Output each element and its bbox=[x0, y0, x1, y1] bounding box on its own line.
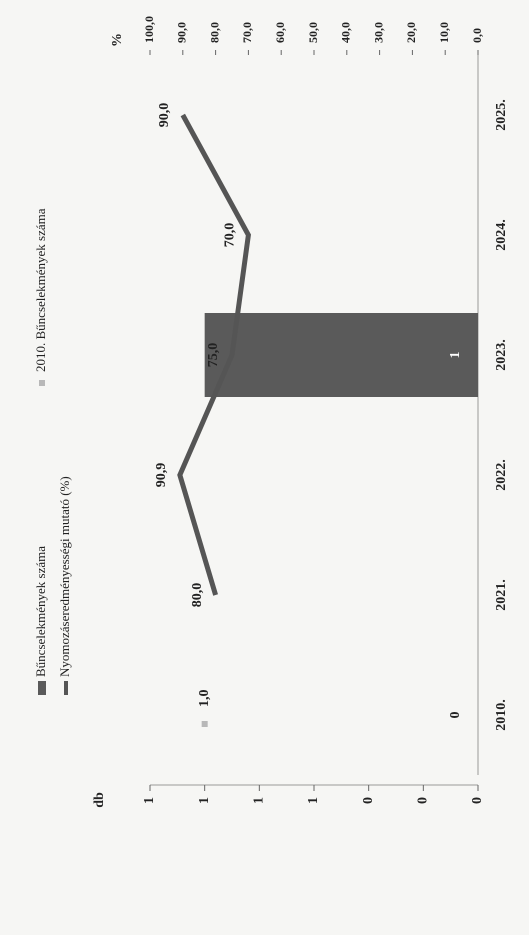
y-tick-label: 1 bbox=[142, 797, 157, 804]
bar-label: 1 bbox=[448, 352, 463, 359]
x-tick-label: 2025. bbox=[494, 99, 509, 131]
y-tick-label: 0 bbox=[416, 797, 431, 804]
y-axis-title: db bbox=[92, 792, 107, 808]
line-label: 70,0 bbox=[223, 223, 238, 248]
point-label: 1,0 bbox=[197, 690, 212, 708]
y2-tick-label: 50,0 bbox=[306, 22, 320, 43]
y-tick-label: 0 bbox=[470, 797, 485, 804]
rotated-chart: db%00011110,010,020,030,040,050,060,070,… bbox=[33, 16, 509, 808]
line-label: 90,9 bbox=[154, 463, 169, 488]
y2-tick-label: 10,0 bbox=[437, 22, 451, 43]
y2-tick-label: 90,0 bbox=[175, 22, 189, 43]
point bbox=[201, 721, 208, 727]
y-tick-label: 1 bbox=[252, 797, 267, 804]
x-tick-label: 2021. bbox=[494, 579, 509, 611]
legend-swatch bbox=[38, 681, 46, 695]
y2-tick-label: 100,0 bbox=[142, 16, 156, 43]
y2-tick-label: 70,0 bbox=[240, 22, 254, 43]
line bbox=[177, 113, 251, 596]
y-tick-label: 0 bbox=[361, 797, 376, 804]
x-tick-label: 2023. bbox=[494, 339, 509, 371]
bar bbox=[204, 313, 479, 397]
x-tick-label: 2022. bbox=[494, 459, 509, 491]
x-tick-label: 2024. bbox=[494, 219, 509, 251]
line-label: 80,0 bbox=[190, 583, 205, 608]
y2-tick-label: 30,0 bbox=[371, 22, 385, 43]
legend-swatch bbox=[39, 380, 45, 386]
line-label: 75,0 bbox=[206, 343, 221, 368]
y2-tick-label: 60,0 bbox=[273, 22, 287, 43]
y2-axis-title: % bbox=[110, 33, 125, 47]
line-label: 90,0 bbox=[157, 103, 172, 128]
y-tick-label: 1 bbox=[197, 797, 212, 804]
x-tick-label: 2010. bbox=[494, 699, 509, 731]
y2-tick-label: 0,0 bbox=[470, 28, 484, 43]
y2-tick-label: 20,0 bbox=[404, 22, 418, 43]
legend-label: Nyomozáseredményességi mutató (%) bbox=[57, 476, 72, 677]
y2-tick-label: 40,0 bbox=[339, 22, 353, 43]
legend-label: Bűncselekmények száma bbox=[33, 546, 48, 677]
y2-tick-label: 80,0 bbox=[207, 22, 221, 43]
legend-label: 2010. Bűncselekmények száma bbox=[33, 208, 48, 372]
y-tick-label: 1 bbox=[306, 797, 321, 804]
bar-label: 0 bbox=[448, 712, 463, 719]
